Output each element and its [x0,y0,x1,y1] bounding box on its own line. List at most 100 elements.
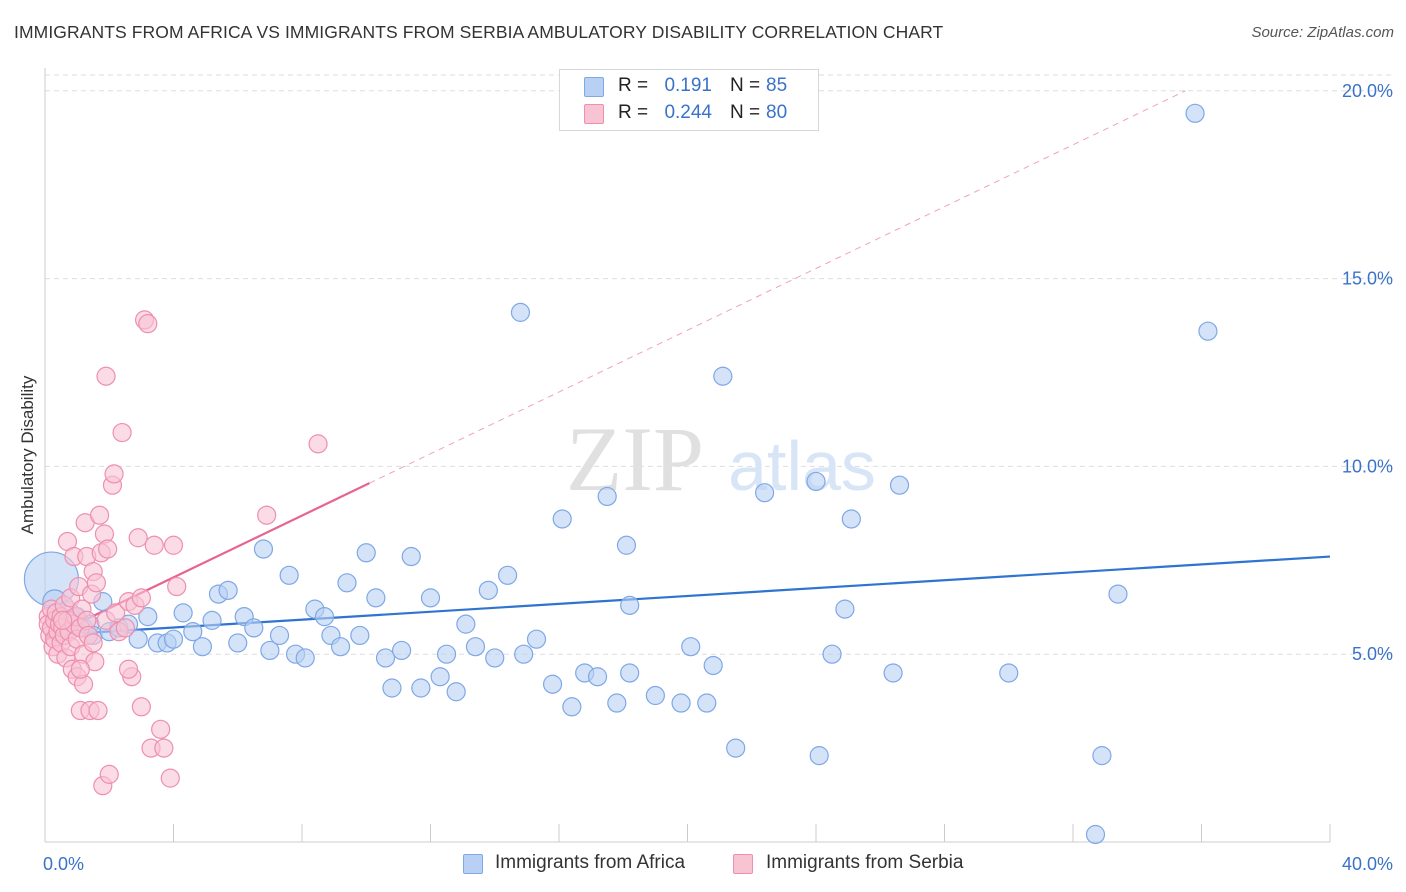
africa-swatch [584,77,604,97]
serbia-r-label: R = [618,102,649,123]
axes [44,68,1331,843]
africa-point [420,588,441,608]
africa-point [202,610,222,630]
africa-point [498,565,518,585]
series-legend: Immigrants from Africa Immigrants from S… [0,852,1406,878]
serbia-point [308,434,328,454]
africa-point [485,648,505,668]
serbia-point [83,633,103,653]
africa-point [244,618,264,638]
serbia-point [118,659,139,679]
africa-point [1085,824,1106,845]
africa-point [822,644,842,664]
serbia-point [70,659,90,679]
africa-point [411,678,431,698]
trend-lines [44,90,1331,641]
serbia-point [88,700,108,721]
serbia-point [86,573,107,593]
africa-point [542,674,563,694]
serbia-point [131,588,151,608]
watermark-atlas: atlas [728,427,876,505]
africa-n-label: N = [730,75,761,96]
africa-point [173,603,193,623]
africa-point [192,637,213,657]
africa-point [330,637,351,657]
africa-point [681,637,701,657]
africa-point [620,595,640,615]
africa-point [337,573,357,593]
africa-point [163,629,184,649]
serbia-legend-label: Immigrants from Serbia [766,852,964,873]
watermark-zip: ZIP [566,408,704,510]
africa-point [552,509,572,529]
serbia-point [167,576,187,597]
africa-point [620,663,640,683]
serbia-point [104,464,124,484]
africa-point [841,509,861,529]
africa-point [726,738,746,758]
africa-point [510,302,531,322]
africa-point [183,622,203,642]
africa-point [478,580,498,600]
africa-point [809,746,829,766]
africa-point [697,693,717,713]
africa-point [375,648,396,668]
serbia-point [98,539,118,559]
serbia-point [96,366,116,386]
africa-point [382,678,402,698]
serbia-point [106,603,126,623]
serbia-trend-extension [369,90,1186,484]
serbia-swatch [584,104,604,124]
africa-point [889,475,910,495]
africa-point [597,486,617,507]
africa-point [446,682,466,702]
africa-point [835,599,855,619]
serbia-n-value: 80 [766,102,788,123]
africa-n-value: 85 [766,75,788,96]
africa-point [430,667,450,687]
y-axis-label: Ambulatory Disability [18,375,37,535]
africa-point [562,697,582,717]
africa-point [260,640,280,661]
africa-point [1108,584,1128,604]
serbia-point [163,535,184,555]
serbia-point [115,618,135,638]
africa-point [999,663,1019,683]
y-tick-label: 15.0% [1342,269,1393,289]
africa-point [616,535,637,555]
correlation-legend: R = 0.191 N = 85 R = 0.244 N = 80 [559,69,819,131]
serbia-point [53,610,73,630]
africa-point [295,648,315,668]
serbia-point [144,535,164,555]
serbia-point [99,764,119,784]
africa-r-value: 0.191 [664,75,712,96]
africa-point [645,685,665,706]
africa-point [228,633,248,653]
data-points [23,103,1218,845]
africa-point [713,366,733,386]
africa-point [1092,746,1112,766]
x-tick-label: 0.0% [43,854,84,874]
tick-labels: 5.0% 10.0% 15.0% 20.0% 0.0% 40.0% [43,81,1393,874]
africa-point [366,588,386,608]
serbia-point [131,697,151,717]
serbia-trend-line [44,482,370,641]
watermark: ZIP atlas [566,408,876,510]
africa-point [456,614,476,634]
serbia-point [90,505,110,525]
serbia-point [257,505,277,525]
y-tick-label: 5.0% [1352,644,1393,664]
africa-point [1198,321,1218,341]
africa-point [883,663,903,683]
africa-point [253,539,274,559]
serbia-n-label: N = [730,102,761,123]
africa-r-label: R = [618,75,649,96]
serbia-point [138,314,158,334]
grid-lines [45,74,1393,655]
serbia-point [154,738,174,758]
africa-point [671,693,691,713]
africa-point [1185,103,1205,123]
africa-point [279,565,299,585]
africa-point [401,546,421,567]
africa-point [138,607,158,627]
